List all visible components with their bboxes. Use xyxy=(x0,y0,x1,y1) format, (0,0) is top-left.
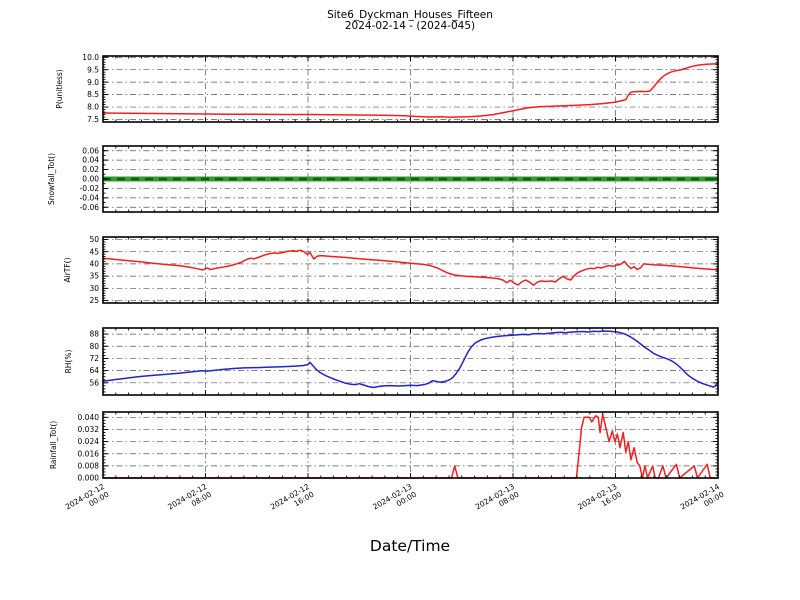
series-p xyxy=(102,62,719,119)
y-tick-label: 88 xyxy=(89,330,99,339)
y-tick-label: 72 xyxy=(89,354,99,363)
chart-title-line1: Site6_Dyckman_Houses_Fifteen xyxy=(327,9,493,21)
x-tick-label: 2024-02-1316:00 xyxy=(576,482,623,519)
y-tick-label: 8.0 xyxy=(87,103,99,112)
y-tick-label: 0.06 xyxy=(82,146,99,155)
x-axis-tick-labels: 2024-02-1200:00 2024-02-1208:00 2024-02-12… xyxy=(64,482,726,519)
y-axis-label-snowfall: Snowfall_Tot() xyxy=(47,153,56,205)
y-tick-label: 8.5 xyxy=(87,90,99,99)
y-tick-label: 45 xyxy=(89,247,99,256)
y-axis-label-airtf: AirTF() xyxy=(63,257,72,282)
y-tick-label: 7.5 xyxy=(87,115,99,124)
series-rainfall xyxy=(103,413,718,479)
x-tick-label: 2024-02-1216:00 xyxy=(269,482,316,519)
y-tick-label: 56 xyxy=(89,378,99,387)
y-axis-label-rainfall: Rainfall_Tot() xyxy=(49,421,58,469)
y-tick-label: 10.0 xyxy=(82,53,99,62)
y-tick-label: -0.06 xyxy=(80,203,100,212)
y-tick-label: -0.04 xyxy=(80,193,100,202)
y-tick-label: 0.016 xyxy=(78,449,100,458)
x-tick-label: 2024-02-1308:00 xyxy=(474,482,521,519)
y-tick-label: 0.000 xyxy=(78,474,100,483)
x-tick-label: 2024-02-1200:00 xyxy=(64,482,111,519)
panel-snowfall: 0.060.040.020.00-0.02-0.04-0.06 Snowfall_… xyxy=(47,145,719,213)
x-axis-title: Date/Time xyxy=(370,537,450,555)
y-tick-label: 30 xyxy=(89,284,99,293)
y-tick-label: 9.0 xyxy=(87,78,99,87)
y-tick-label: 25 xyxy=(89,296,99,305)
y-tick-label: 0.032 xyxy=(78,425,100,434)
y-tick-label: 0.008 xyxy=(78,461,100,470)
x-tick-label: 2024-02-1300:00 xyxy=(371,482,418,519)
y-tick-label: 0.024 xyxy=(78,437,100,446)
y-tick-label: 0.040 xyxy=(78,413,100,422)
y-tick-label: 0.04 xyxy=(82,156,99,165)
panel-airtf: 50 45 40 35 30 25 AirTF() xyxy=(63,235,719,305)
x-tick-label: 2024-02-1400:00 xyxy=(679,482,726,519)
y-tick-label: 9.5 xyxy=(87,65,99,74)
y-tick-label: 40 xyxy=(89,259,99,268)
y-tick-label: 64 xyxy=(89,366,99,375)
panel-rainfall: 0.040 0.032 0.024 0.016 0.008 0.000 Rainfall_T… xyxy=(49,411,719,483)
series-airtf xyxy=(102,249,719,286)
panels: 10.09.59.08.58.07.5P(unitless)0.060.040.… xyxy=(47,53,719,483)
y-axis-label-rh: RH(%) xyxy=(64,350,73,374)
x-tick-label: 2024-02-1208:00 xyxy=(166,482,213,519)
y-tick-label: 0.00 xyxy=(82,175,99,184)
y-axis-label-p: P(unitless) xyxy=(55,69,64,108)
panel-rh: 88 80 72 64 56 RH(%) xyxy=(64,327,719,396)
chart-title-line2: 2024-02-14 - (2024-045) xyxy=(345,20,475,32)
y-tick-label: 35 xyxy=(89,272,99,281)
panel-p: 10.0 9.5 9.0 8.5 8.0 7.5 P(unitless) xyxy=(55,53,719,124)
y-tick-label: 50 xyxy=(89,235,99,244)
y-tick-label: 80 xyxy=(89,342,99,351)
series-rh xyxy=(102,330,719,389)
y-tick-label: 0.02 xyxy=(82,165,99,174)
y-tick-label: -0.02 xyxy=(80,184,100,193)
